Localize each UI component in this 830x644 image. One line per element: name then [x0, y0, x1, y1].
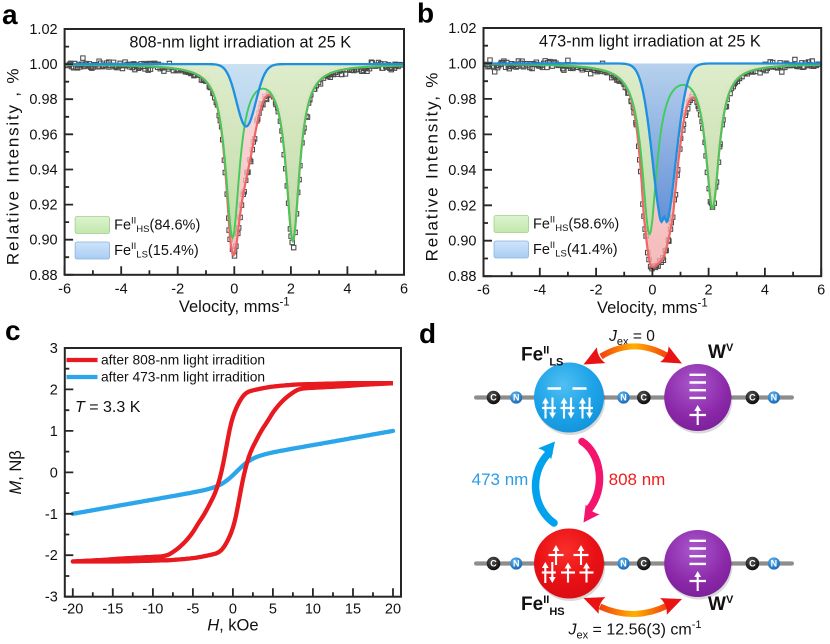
svg-text:6: 6: [817, 283, 825, 299]
svg-text:FeIILS(41.4%): FeIILS(41.4%): [533, 240, 618, 260]
svg-text:c: c: [5, 315, 21, 346]
svg-text:-6: -6: [58, 281, 71, 297]
svg-text:-5: -5: [186, 602, 199, 618]
svg-text:Jex = 0: Jex = 0: [608, 328, 655, 348]
svg-text:-20: -20: [62, 602, 83, 618]
svg-text:Velocity, mms-1: Velocity, mms-1: [179, 296, 290, 316]
svg-text:a: a: [2, 0, 18, 30]
svg-text:FeIIHS(84.6%): FeIIHS(84.6%): [114, 215, 200, 235]
svg-text:N: N: [620, 393, 627, 403]
svg-text:2: 2: [705, 283, 713, 299]
svg-text:after 473-nm light irradition: after 473-nm light irradition: [101, 370, 265, 385]
svg-text:0.98: 0.98: [448, 92, 476, 108]
svg-text:N: N: [513, 559, 520, 569]
svg-text:0: 0: [648, 283, 656, 299]
svg-text:-10: -10: [142, 602, 163, 618]
svg-text:0.96: 0.96: [448, 127, 476, 143]
svg-text:0.96: 0.96: [29, 127, 57, 143]
svg-text:2: 2: [50, 382, 58, 398]
svg-text:-3: -3: [45, 590, 58, 606]
svg-text:N: N: [620, 559, 627, 569]
svg-text:Relative Intensity, %: Relative Intensity, %: [423, 71, 442, 262]
svg-text:808 nm: 808 nm: [609, 470, 666, 489]
svg-text:FeIILS: FeIILS: [521, 345, 563, 369]
svg-text:-2: -2: [590, 283, 603, 299]
svg-text:0.90: 0.90: [29, 233, 57, 249]
svg-text:after 808-nm light irradition: after 808-nm light irradition: [101, 353, 265, 368]
svg-text:10: 10: [305, 602, 321, 618]
svg-text:6: 6: [400, 281, 408, 297]
svg-text:b: b: [417, 0, 434, 29]
svg-text:N: N: [771, 559, 778, 569]
svg-text:20: 20: [385, 602, 401, 618]
svg-text:M, Nβ: M, Nβ: [7, 450, 25, 494]
svg-text:1.00: 1.00: [29, 57, 57, 73]
svg-text:FeIIHS(58.6%): FeIIHS(58.6%): [533, 214, 619, 234]
svg-text:T = 3.3 K: T = 3.3 K: [75, 399, 141, 416]
svg-text:473-nm light irradiation at 25: 473-nm light irradiation at 25 K: [539, 33, 761, 51]
svg-text:-1: -1: [45, 507, 58, 523]
svg-text:-6: -6: [477, 283, 490, 299]
svg-text:3: 3: [50, 341, 58, 357]
svg-text:C: C: [641, 559, 648, 569]
svg-text:-15: -15: [102, 602, 123, 618]
svg-text:Velocity, mms-1: Velocity, mms-1: [597, 298, 708, 318]
svg-text:4: 4: [761, 283, 769, 299]
svg-text:1.02: 1.02: [448, 21, 476, 37]
svg-text:0: 0: [50, 465, 58, 481]
svg-text:808-nm light irradiation at 25: 808-nm light irradiation at 25 K: [129, 34, 351, 52]
svg-text:0.92: 0.92: [448, 198, 476, 214]
svg-text:C: C: [490, 393, 497, 403]
svg-text:473 nm: 473 nm: [472, 470, 529, 489]
svg-text:Relative Intensity , %: Relative Intensity , %: [4, 67, 23, 265]
svg-text:FeIILS(15.4%): FeIILS(15.4%): [114, 241, 199, 261]
svg-text:-2: -2: [45, 548, 58, 564]
svg-text:0.94: 0.94: [29, 163, 57, 179]
svg-text:-4: -4: [115, 281, 128, 297]
svg-text:0.98: 0.98: [29, 92, 57, 108]
svg-text:0: 0: [230, 281, 238, 297]
svg-text:Jex = 12.56(3) cm-1: Jex = 12.56(3) cm-1: [567, 619, 701, 639]
svg-text:0: 0: [229, 602, 237, 618]
svg-text:N: N: [513, 393, 520, 403]
svg-text:15: 15: [345, 602, 361, 618]
svg-text:0.94: 0.94: [448, 163, 476, 179]
svg-text:C: C: [749, 393, 756, 403]
svg-text:N: N: [771, 393, 778, 403]
svg-text:0.90: 0.90: [448, 234, 476, 250]
svg-text:5: 5: [269, 602, 277, 618]
svg-text:0.88: 0.88: [448, 269, 476, 285]
svg-text:1.00: 1.00: [448, 57, 476, 73]
svg-text:d: d: [419, 318, 436, 349]
svg-text:-4: -4: [533, 283, 546, 299]
svg-text:1.02: 1.02: [29, 22, 57, 38]
svg-text:0.92: 0.92: [29, 198, 57, 214]
svg-text:C: C: [641, 393, 648, 403]
svg-text:H, kOe: H, kOe: [207, 617, 258, 635]
svg-text:-2: -2: [171, 281, 184, 297]
svg-text:C: C: [749, 559, 756, 569]
svg-text:C: C: [490, 559, 497, 569]
svg-text:4: 4: [343, 281, 351, 297]
svg-text:2: 2: [287, 281, 295, 297]
svg-text:0.88: 0.88: [29, 268, 57, 284]
svg-text:1: 1: [50, 424, 58, 440]
